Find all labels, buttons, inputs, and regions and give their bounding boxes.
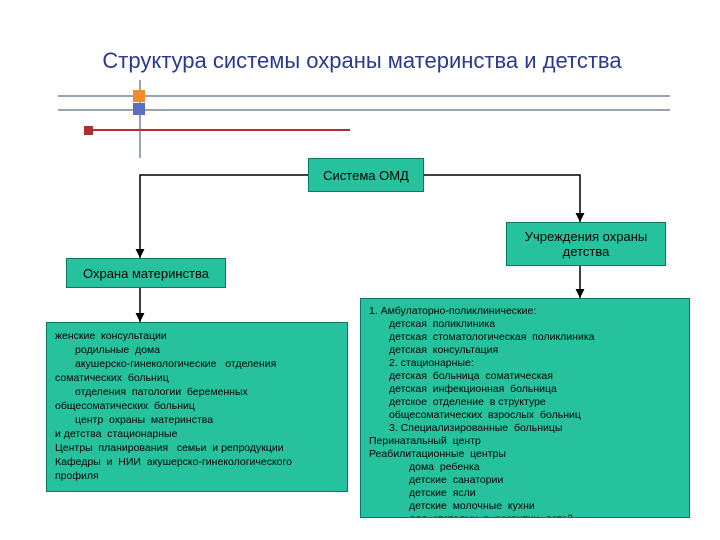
- textbox-right: 1. Амбулаторно-поликлинические:детская п…: [360, 298, 690, 518]
- text-line: общесоматических взрослых больниц: [369, 409, 681, 422]
- text-line: Кафедры и НИИ акушерско-гинекологическог…: [55, 455, 339, 469]
- text-line: 1. Амбулаторно-поликлинические:: [369, 305, 681, 318]
- text-line: детские санатории: [369, 474, 681, 487]
- node-right: Учреждения охраны детства: [506, 222, 666, 266]
- page-title: Структура системы охраны материнства и д…: [62, 48, 662, 74]
- text-line: детские ясли: [369, 487, 681, 500]
- text-line: акушерско-гинекологические отделения: [55, 357, 339, 371]
- node-root: Система ОМД: [308, 158, 424, 192]
- text-line: отделения патологии беременных: [55, 385, 339, 399]
- text-line: детская консультация: [369, 344, 681, 357]
- text-line: центр охраны материнства: [55, 413, 339, 427]
- text-line: профиля: [55, 469, 339, 483]
- text-line: детское отделение в структуре: [369, 396, 681, 409]
- text-line: детские молочные кухни: [369, 500, 681, 513]
- text-line: дома ребенка: [369, 461, 681, 474]
- text-line: Реабилитационные центры: [369, 448, 681, 461]
- text-line: для отсталых в развитии детей: [369, 513, 681, 518]
- text-line: соматических больниц: [55, 371, 339, 385]
- text-line: родильные дома: [55, 343, 339, 357]
- text-line: Перинатальный центр: [369, 435, 681, 448]
- textbox-left: женские консультацииродильные домаакушер…: [46, 322, 348, 492]
- text-line: детская стоматологическая поликлиника: [369, 331, 681, 344]
- text-line: 2. стационарные:: [369, 357, 681, 370]
- text-line: детская больница соматическая: [369, 370, 681, 383]
- node-left: Охрана материнства: [66, 258, 226, 288]
- text-line: общесоматических больниц: [55, 399, 339, 413]
- text-line: 3. Специализированные больницы: [369, 422, 681, 435]
- text-line: детская поликлиника: [369, 318, 681, 331]
- text-line: Центры планирования семьи и репродукции: [55, 441, 339, 455]
- text-line: и детства стационарные: [55, 427, 339, 441]
- text-line: женские консультации: [55, 329, 339, 343]
- text-line: детская инфекционная больница: [369, 383, 681, 396]
